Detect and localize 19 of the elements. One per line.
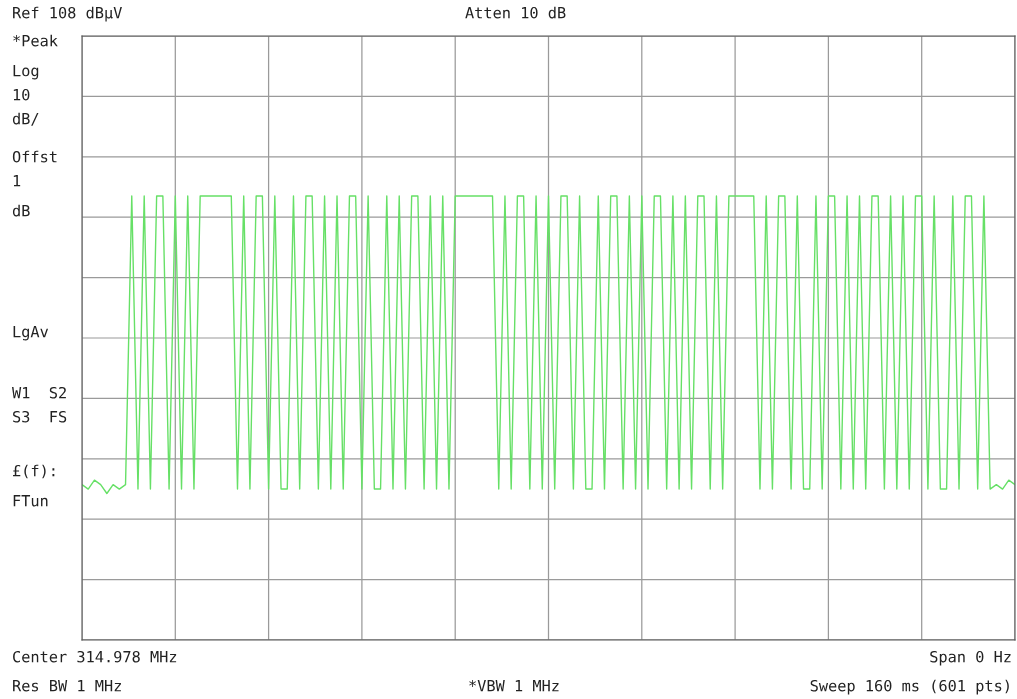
text: 10 xyxy=(13,88,30,101)
text: Sweep 160 ms (601 pts) xyxy=(810,679,1009,695)
text: Log xyxy=(13,65,39,80)
text: dB xyxy=(12,204,30,217)
text: dB/ xyxy=(12,112,39,126)
text: Offst xyxy=(12,150,57,163)
text: S3 FS xyxy=(13,410,67,423)
text: 1 xyxy=(13,175,21,187)
text: Center 314.978 MHz xyxy=(13,650,177,663)
text: W1 S2 xyxy=(12,386,66,399)
text: Ref 108 dBµV xyxy=(13,6,122,22)
text: *VBW 1 MHz xyxy=(469,679,559,692)
text: FTun xyxy=(13,495,48,507)
text: Span 0 Hz xyxy=(930,650,1011,666)
text: LgAv xyxy=(13,326,49,341)
text: Atten 10 dB xyxy=(465,6,566,19)
text: *Peak xyxy=(13,34,58,47)
text: Res BW 1 MHz xyxy=(13,680,121,692)
text: £(f): xyxy=(13,464,55,479)
